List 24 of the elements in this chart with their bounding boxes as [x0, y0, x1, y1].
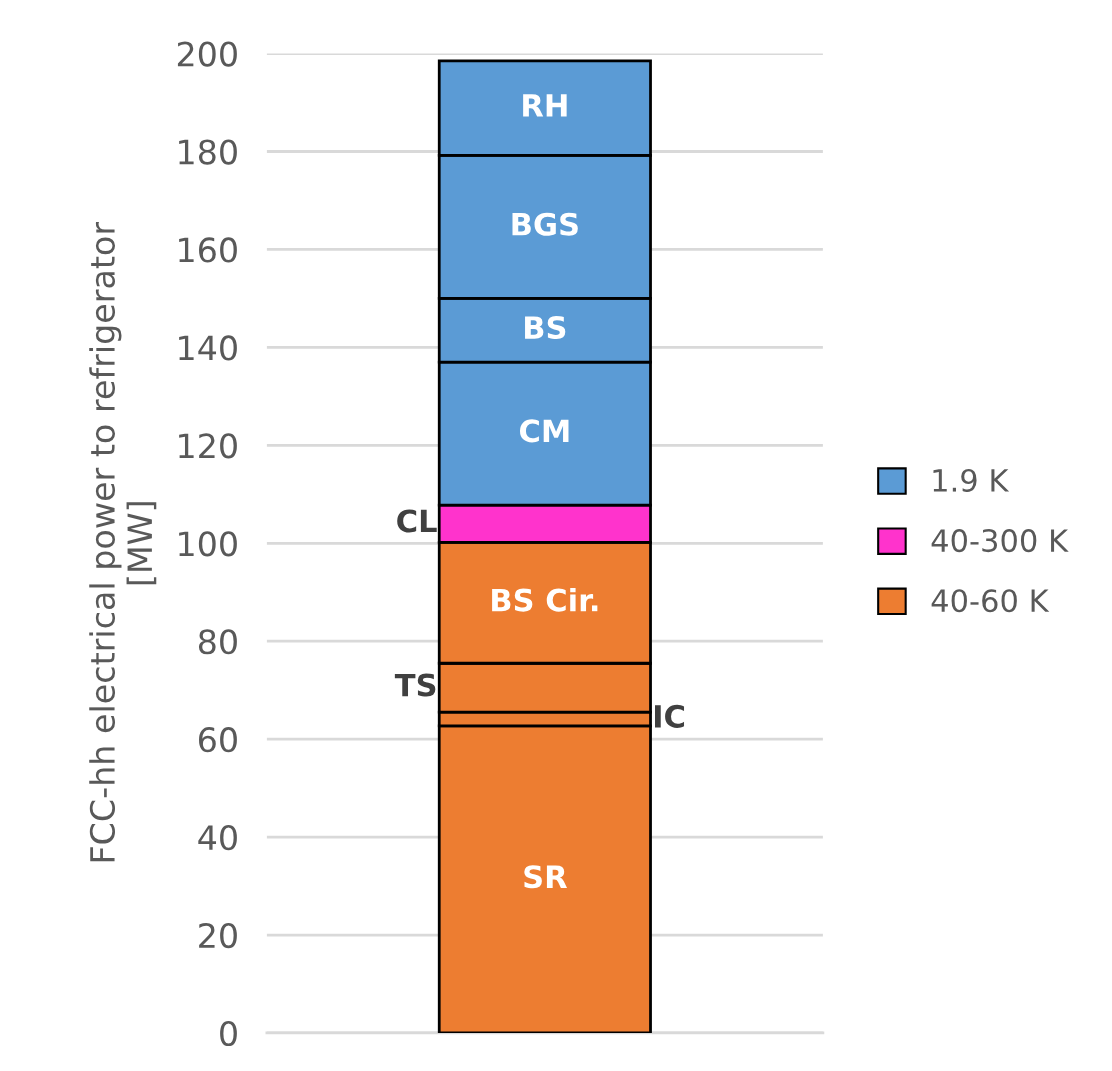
data-label: TS: [394, 673, 436, 697]
y-tick-label: 40: [198, 825, 237, 851]
data-label: BGS: [512, 212, 578, 236]
y-tick-label: 0: [220, 1020, 237, 1047]
data-label: BS: [525, 315, 566, 340]
data-label: IC: [655, 704, 685, 728]
y-axis-title: FCC-hh electrical power to refrigerator [MW]: [89, 221, 157, 862]
y-tick-label: 160: [179, 237, 237, 263]
data-label: CL: [397, 509, 437, 533]
y-tick-label: 60: [199, 727, 237, 753]
y-tick-label: 20: [199, 922, 237, 949]
y-tick-label: 100: [179, 531, 237, 557]
y-tick-label: 200: [177, 41, 237, 67]
y-tick-label: 180: [179, 139, 237, 165]
y-tick-label: 80: [198, 629, 237, 655]
legend-label: 40-60 K: [931, 589, 1050, 613]
data-label: BS Cir.: [492, 587, 598, 612]
data-label: SR: [524, 865, 568, 889]
data-label: CM: [519, 419, 569, 443]
y-tick-label: 140: [179, 335, 237, 361]
legend-label: 1.9 K: [933, 468, 1010, 492]
legend-label: 40-300 K: [931, 529, 1069, 553]
data-label: RH: [523, 94, 567, 117]
y-tick-label: 120: [179, 433, 237, 459]
